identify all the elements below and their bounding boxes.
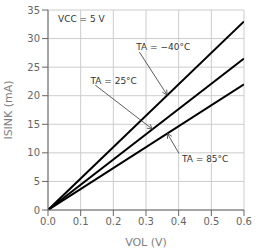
svg-text:0.6: 0.6 — [236, 216, 252, 227]
svg-text:0.5: 0.5 — [203, 216, 219, 227]
svg-text:0.3: 0.3 — [138, 216, 154, 227]
svg-text:0.4: 0.4 — [171, 216, 187, 227]
svg-text:0.2: 0.2 — [105, 216, 121, 227]
svg-text:ISINK (mA): ISINK (mA) — [8, 80, 15, 139]
svg-text:20: 20 — [27, 90, 40, 101]
svg-text:5: 5 — [34, 176, 40, 187]
svg-text:0: 0 — [34, 205, 40, 216]
svg-text:0.1: 0.1 — [73, 216, 89, 227]
svg-text:VOL (V): VOL (V) — [125, 236, 167, 249]
svg-text:TA = 85°C: TA = 85°C — [181, 154, 228, 164]
svg-text:10: 10 — [27, 147, 40, 158]
svg-text:TA = 25°C: TA = 25°C — [89, 76, 136, 86]
svg-text:15: 15 — [27, 119, 40, 130]
svg-text:30: 30 — [27, 33, 40, 44]
svg-text:0.0: 0.0 — [40, 216, 56, 227]
svg-text:35: 35 — [27, 5, 40, 16]
svg-text:25: 25 — [27, 62, 40, 73]
svg-text:VCC = 5 V: VCC = 5 V — [58, 14, 106, 24]
svg-text:TA = −40°C: TA = −40°C — [135, 42, 190, 52]
